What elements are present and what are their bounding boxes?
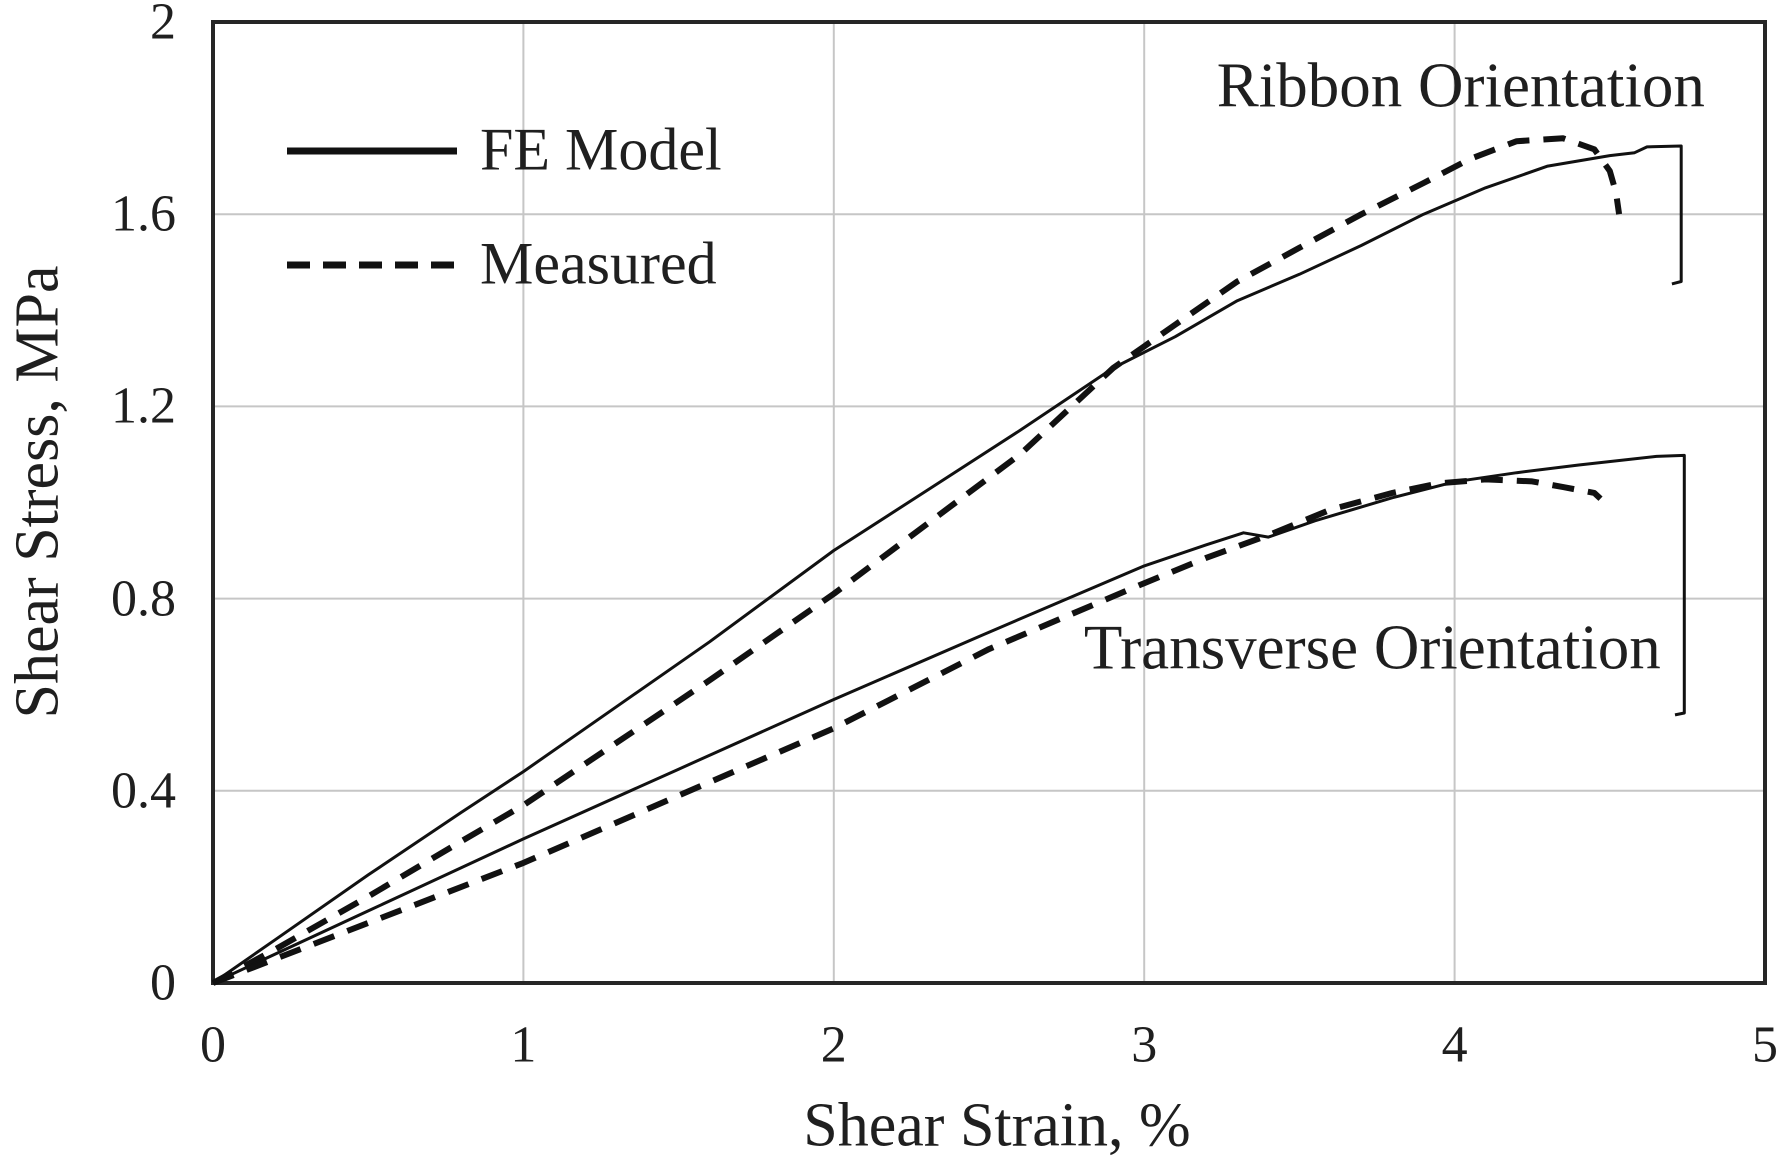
annotation-transverse-orientation: Transverse Orientation: [1083, 612, 1661, 683]
data-curves: [211, 135, 1686, 986]
curve-transverse-measured: [211, 476, 1603, 986]
y-tick-label-1.6: 1.6: [111, 185, 176, 243]
y-tick-label-2: 2: [150, 0, 176, 51]
plot-frame: [211, 20, 1767, 985]
x-axis-title: Shear Strain, %: [803, 1091, 1191, 1160]
x-tick-label-5: 5: [1752, 1016, 1778, 1074]
y-tick-label-0.8: 0.8: [111, 570, 176, 628]
gridlines: [213, 22, 1765, 983]
curve-transverse-fe-model: [212, 453, 1686, 985]
legend-label-measured: Measured: [480, 230, 717, 297]
annotation-ribbon-orientation: Ribbon Orientation: [1216, 50, 1705, 121]
curve-ribbon-fe-model: [212, 144, 1683, 985]
y-axis-title: Shear Stress, MPa: [3, 265, 72, 719]
x-tick-label-0: 0: [200, 1016, 226, 1074]
y-tick-label-0.4: 0.4: [111, 762, 176, 820]
legend-label-fe-model: FE Model: [480, 116, 722, 183]
x-tick-label-3: 3: [1131, 1016, 1158, 1074]
x-tick-label-2: 2: [820, 1016, 847, 1074]
x-tick-label-4: 4: [1441, 1016, 1468, 1074]
curve-ribbon-measured: [211, 135, 1623, 986]
y-tick-label-0: 0: [150, 954, 176, 1012]
legend-swatches: [287, 147, 457, 269]
x-tick-label-1: 1: [510, 1016, 537, 1074]
y-tick-label-1.2: 1.2: [111, 377, 176, 435]
